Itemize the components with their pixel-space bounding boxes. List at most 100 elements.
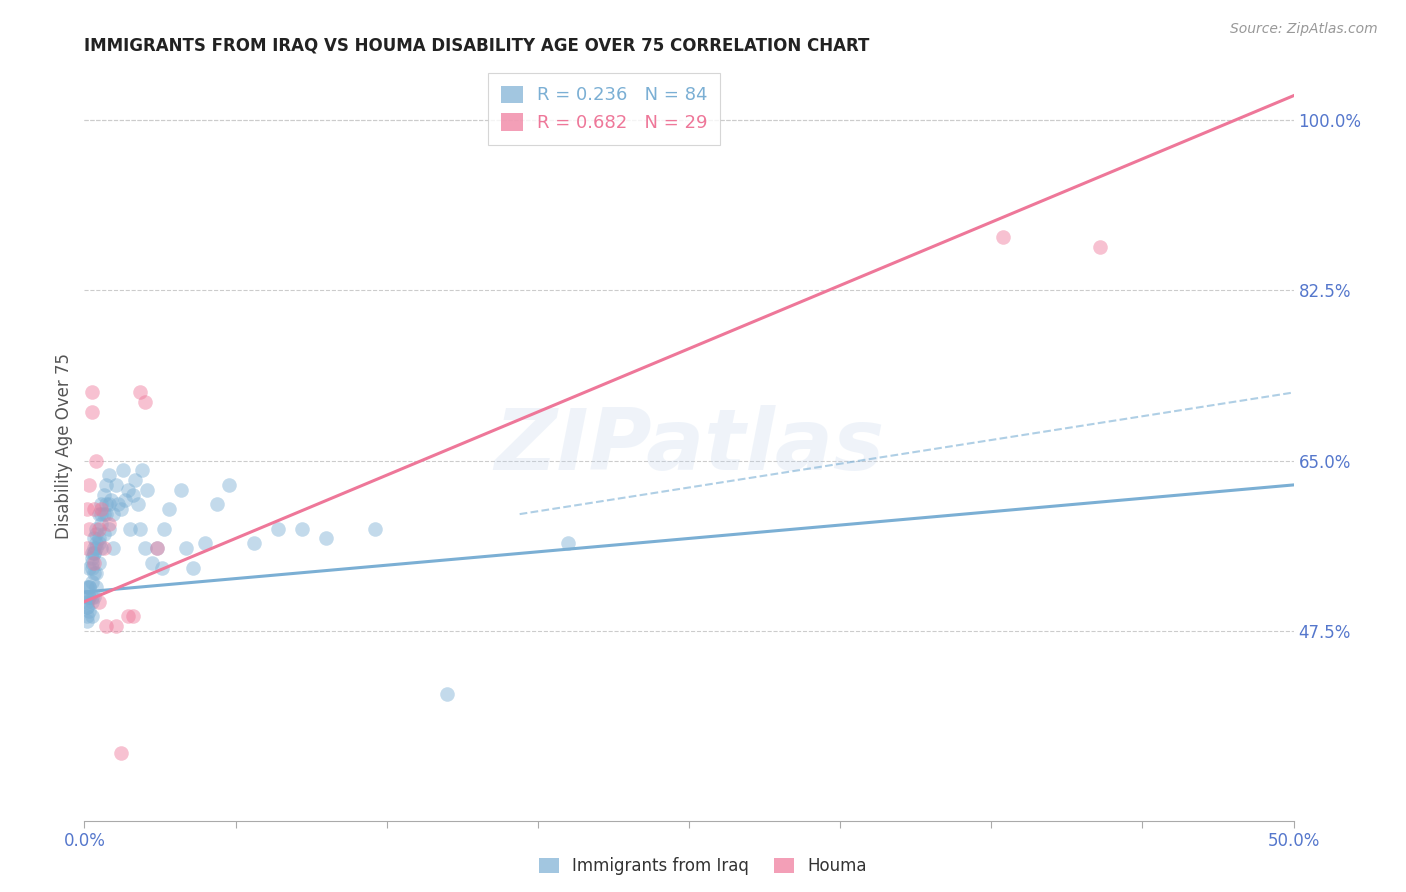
Point bbox=[76, 502, 98, 516]
Legend: R = 0.236   N = 84, R = 0.682   N = 29: R = 0.236 N = 84, R = 0.682 N = 29 bbox=[488, 73, 720, 145]
Point bbox=[87, 536, 110, 550]
Point bbox=[136, 483, 159, 497]
Point bbox=[76, 541, 98, 556]
Point bbox=[112, 463, 135, 477]
Point bbox=[80, 550, 103, 565]
Point bbox=[363, 522, 385, 536]
Point bbox=[87, 595, 110, 609]
Point bbox=[76, 609, 98, 624]
Point bbox=[83, 502, 105, 516]
Point bbox=[146, 541, 169, 556]
Point bbox=[93, 541, 115, 556]
Point bbox=[103, 541, 125, 556]
Point bbox=[150, 560, 173, 574]
Point bbox=[181, 560, 204, 574]
Point bbox=[94, 497, 117, 511]
Point bbox=[77, 590, 100, 604]
Point bbox=[194, 536, 217, 550]
Legend: Immigrants from Iraq, Houma: Immigrants from Iraq, Houma bbox=[530, 849, 876, 884]
Point bbox=[90, 497, 112, 511]
Point bbox=[83, 566, 105, 580]
Point bbox=[83, 541, 105, 556]
Point bbox=[77, 590, 100, 604]
Point bbox=[77, 522, 100, 536]
Point bbox=[993, 229, 1015, 244]
Point bbox=[103, 507, 125, 521]
Point bbox=[97, 497, 120, 511]
Point bbox=[146, 541, 169, 556]
Point bbox=[153, 522, 176, 536]
Point bbox=[97, 516, 120, 531]
Point bbox=[242, 536, 264, 550]
Point bbox=[141, 556, 163, 570]
Point bbox=[117, 609, 139, 624]
Point bbox=[86, 536, 108, 550]
Point bbox=[80, 609, 103, 624]
Point bbox=[104, 478, 127, 492]
Point bbox=[76, 595, 98, 609]
Point bbox=[80, 575, 103, 590]
Point bbox=[76, 599, 98, 614]
Point bbox=[83, 546, 105, 560]
Point bbox=[83, 556, 105, 570]
Point bbox=[77, 580, 100, 594]
Point bbox=[80, 556, 103, 570]
Point bbox=[127, 497, 149, 511]
Point bbox=[90, 516, 112, 531]
Point bbox=[83, 546, 105, 560]
Point bbox=[97, 468, 120, 483]
Text: ZIPatlas: ZIPatlas bbox=[494, 404, 884, 488]
Point bbox=[93, 526, 115, 541]
Point bbox=[80, 405, 103, 419]
Point bbox=[129, 385, 152, 400]
Point bbox=[121, 488, 143, 502]
Point bbox=[76, 590, 98, 604]
Y-axis label: Disability Age Over 75: Disability Age Over 75 bbox=[55, 353, 73, 539]
Point bbox=[100, 492, 122, 507]
Point bbox=[86, 541, 108, 556]
Point bbox=[77, 580, 100, 594]
Point bbox=[1088, 239, 1111, 253]
Point bbox=[174, 541, 197, 556]
Point bbox=[114, 492, 136, 507]
Point bbox=[93, 507, 115, 521]
Point bbox=[76, 580, 98, 594]
Point bbox=[77, 560, 100, 574]
Point bbox=[157, 502, 180, 516]
Point bbox=[90, 507, 112, 521]
Point bbox=[94, 478, 117, 492]
Point bbox=[90, 541, 112, 556]
Point bbox=[86, 566, 108, 580]
Point bbox=[436, 687, 458, 701]
Point bbox=[134, 395, 156, 409]
Point bbox=[110, 746, 132, 760]
Point bbox=[129, 522, 152, 536]
Point bbox=[107, 497, 129, 511]
Point bbox=[76, 614, 98, 628]
Point bbox=[104, 619, 127, 633]
Point bbox=[557, 536, 579, 550]
Point bbox=[80, 385, 103, 400]
Point bbox=[267, 522, 290, 536]
Point bbox=[87, 507, 110, 521]
Point bbox=[83, 532, 105, 546]
Point bbox=[94, 619, 117, 633]
Point bbox=[134, 541, 156, 556]
Point bbox=[117, 483, 139, 497]
Point bbox=[218, 478, 240, 492]
Point bbox=[76, 599, 98, 614]
Point bbox=[97, 522, 120, 536]
Point bbox=[80, 590, 103, 604]
Point bbox=[120, 522, 142, 536]
Text: Source: ZipAtlas.com: Source: ZipAtlas.com bbox=[1230, 22, 1378, 37]
Point bbox=[87, 556, 110, 570]
Point bbox=[80, 546, 103, 560]
Point bbox=[86, 526, 108, 541]
Point bbox=[94, 507, 117, 521]
Point bbox=[86, 522, 108, 536]
Point bbox=[86, 580, 108, 594]
Point bbox=[315, 532, 337, 546]
Point bbox=[77, 604, 100, 618]
Point bbox=[291, 522, 314, 536]
Point bbox=[90, 502, 112, 516]
